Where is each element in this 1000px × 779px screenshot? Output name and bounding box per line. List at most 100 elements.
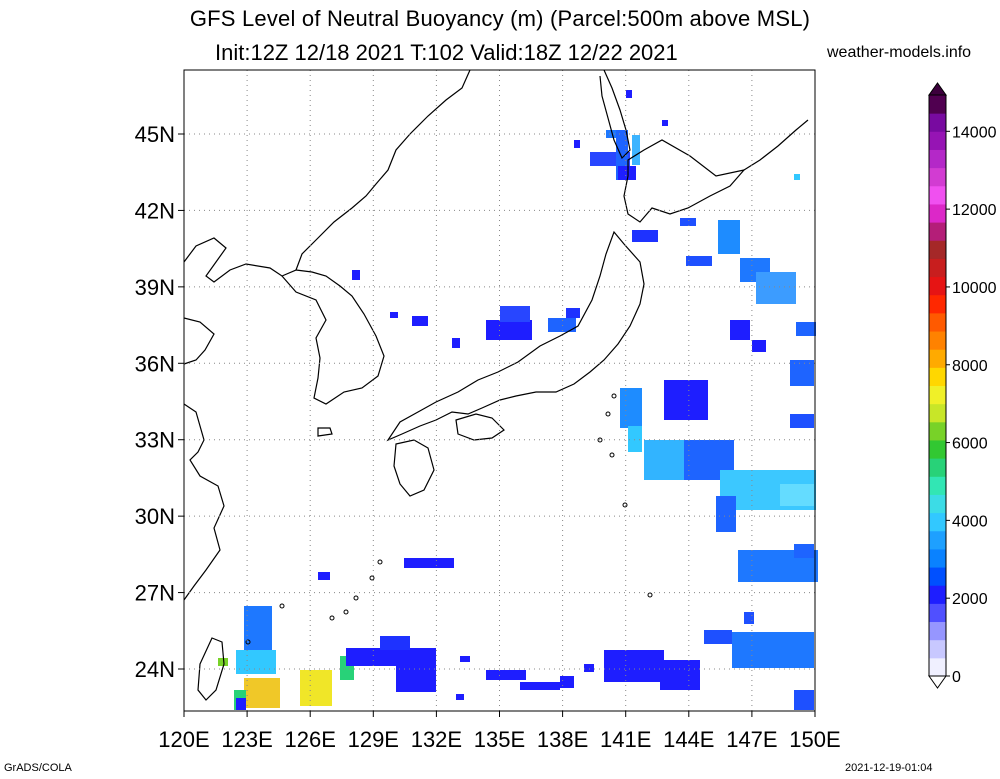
buoyancy-cell — [218, 658, 228, 666]
buoyancy-cell — [794, 544, 814, 558]
coastline-segment — [197, 637, 225, 701]
map-frame — [183, 69, 816, 712]
colorbar-swatch — [929, 639, 946, 659]
lat-tick-label: 30N — [135, 504, 175, 529]
lon-tick-labels: 120E 123E 126E 129E 132E 135E 138E 141E 144E 147E… — [158, 727, 840, 752]
colorbar-swatch — [929, 494, 946, 514]
buoyancy-cell — [628, 426, 642, 452]
buoyancy-cell — [486, 670, 526, 680]
coastline-segment — [183, 317, 215, 365]
island-outline — [622, 502, 628, 508]
buoyancy-cell — [404, 558, 454, 568]
colorbar-swatch — [929, 585, 946, 604]
buoyancy-cell — [632, 230, 658, 242]
lat-tick-label: 33N — [135, 428, 175, 453]
buoyancy-cell — [560, 676, 574, 688]
buoyancy-field — [218, 90, 818, 710]
coastline-segment — [183, 403, 225, 601]
colorbar-swatch — [929, 240, 946, 259]
colorbar-swatch — [929, 403, 946, 423]
buoyancy-cell — [794, 174, 800, 180]
colorbar: 14000 12000 10000 8000 6000 4000 2000 0 — [928, 82, 997, 689]
island-outline — [353, 595, 359, 601]
colorbar-swatch — [929, 367, 946, 386]
buoyancy-cell — [626, 90, 632, 98]
lon-tick-label: 147E — [726, 727, 777, 752]
colorbar-swatch — [929, 222, 946, 241]
colorbar-swatch — [929, 167, 946, 187]
colorbar-swatch — [929, 421, 946, 441]
colorbar-label: 8000 — [952, 358, 988, 375]
colorbar-label: 10000 — [952, 280, 997, 297]
island-outline — [245, 639, 251, 645]
buoyancy-cell — [618, 166, 636, 180]
island-outline — [279, 603, 285, 609]
buoyancy-cell — [300, 670, 332, 706]
lon-tick-label: 138E — [537, 727, 588, 752]
buoyancy-cell — [664, 380, 708, 420]
island-outline — [329, 615, 335, 621]
buoyancy-cell — [412, 316, 428, 326]
island-outline — [597, 437, 603, 443]
lon-tick-label: 150E — [789, 727, 840, 752]
buoyancy-cell — [716, 496, 736, 532]
colorbar-swatch — [929, 530, 946, 550]
buoyancy-cell — [604, 650, 664, 682]
buoyancy-cell — [794, 690, 814, 710]
buoyancy-cell — [632, 135, 640, 165]
coastline-segment — [599, 69, 631, 160]
buoyancy-cell — [548, 318, 576, 332]
buoyancy-cell — [744, 612, 754, 624]
buoyancy-cell — [730, 320, 750, 340]
buoyancy-cell — [606, 130, 616, 138]
coastline-segment — [281, 269, 385, 405]
lon-tick-label: 123E — [221, 727, 272, 752]
colorbar-swatch — [929, 331, 946, 350]
colorbar-swatch — [929, 349, 946, 368]
buoyancy-cell — [380, 636, 410, 650]
buoyancy-cell — [790, 360, 814, 386]
colorbar-swatch — [929, 657, 946, 677]
colorbar-swatch — [929, 276, 946, 296]
grid-lines — [178, 70, 816, 717]
buoyancy-cell — [790, 414, 814, 428]
colorbar-swatch — [929, 385, 946, 405]
buoyancy-cell — [756, 272, 796, 304]
chart-title: GFS Level of Neutral Buoyancy (m) (Parce… — [189, 6, 811, 31]
buoyancy-cell — [752, 340, 766, 352]
buoyancy-cell — [780, 484, 814, 506]
buoyancy-cell — [390, 312, 398, 318]
buoyancy-cell — [566, 308, 580, 318]
coastline-segment — [317, 427, 333, 437]
colorbar-swatch — [929, 603, 946, 623]
colorbar-swatch — [929, 439, 946, 459]
footer-timestamp: 2021-12-19-01:04 — [845, 762, 933, 774]
buoyancy-cell — [236, 698, 246, 710]
colorbar-label: 12000 — [952, 202, 997, 219]
lat-tick-label: 45N — [135, 122, 175, 147]
colorbar-swatch — [929, 312, 946, 332]
buoyancy-cell — [236, 650, 276, 674]
buoyancy-cell — [396, 660, 436, 692]
colorbar-swatch — [929, 294, 946, 314]
coastline-segment — [623, 139, 746, 223]
colorbar-swatch — [929, 203, 946, 223]
buoyancy-cell — [704, 630, 732, 644]
lat-tick-label: 36N — [135, 351, 175, 376]
buoyancy-cell — [460, 656, 470, 662]
coastline-segment — [455, 413, 505, 441]
lon-tick-label: 129E — [348, 727, 399, 752]
footer-credit: GrADS/COLA — [4, 762, 72, 774]
coastline-segment — [393, 439, 435, 497]
buoyancy-cell — [486, 320, 532, 340]
island-outline — [611, 393, 617, 399]
buoyancy-cell — [500, 306, 530, 322]
buoyancy-cell — [452, 338, 460, 348]
island-outline — [369, 575, 375, 581]
buoyancy-cell — [456, 694, 464, 700]
buoyancy-cell — [520, 682, 560, 690]
site-credit: weather-models.info — [827, 44, 972, 61]
colorbar-swatch — [929, 512, 946, 532]
island-outline — [377, 559, 383, 565]
